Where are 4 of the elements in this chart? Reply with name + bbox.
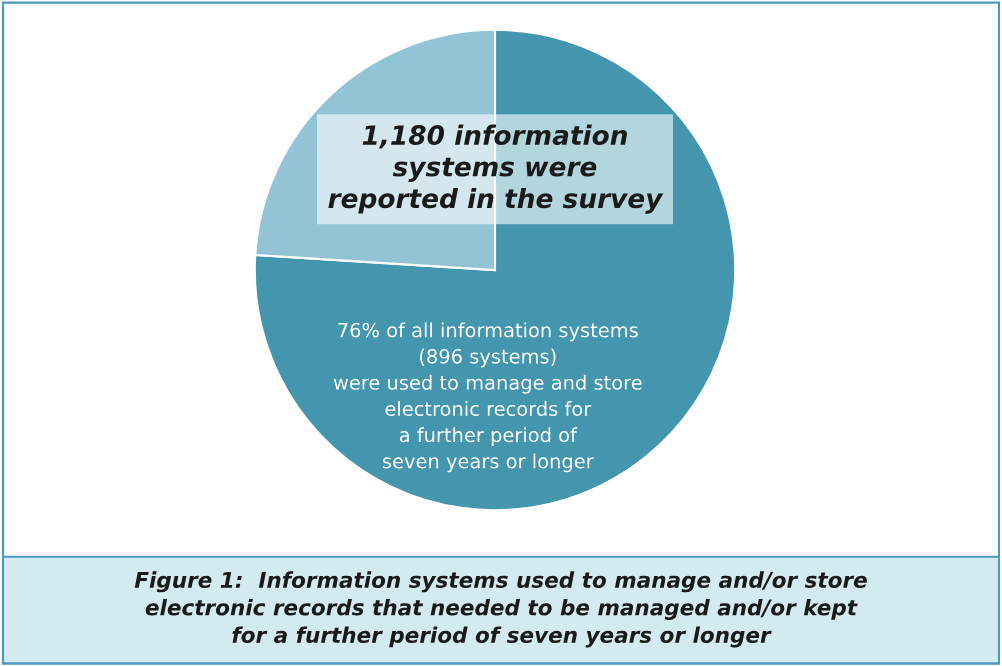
- pie-slice: [253, 28, 737, 512]
- text: Figure 1: Information systems used to manage and/or store electronic records that needed to be managed and/or kept for a further period of seven years or longer: [134, 571, 867, 648]
- text: 76% of all information systems (896 systems) were used to manage and store electronic records for a further period of seven years or longer: [333, 322, 642, 473]
- text: 1,180 information systems were reported in the survey: [328, 124, 664, 214]
